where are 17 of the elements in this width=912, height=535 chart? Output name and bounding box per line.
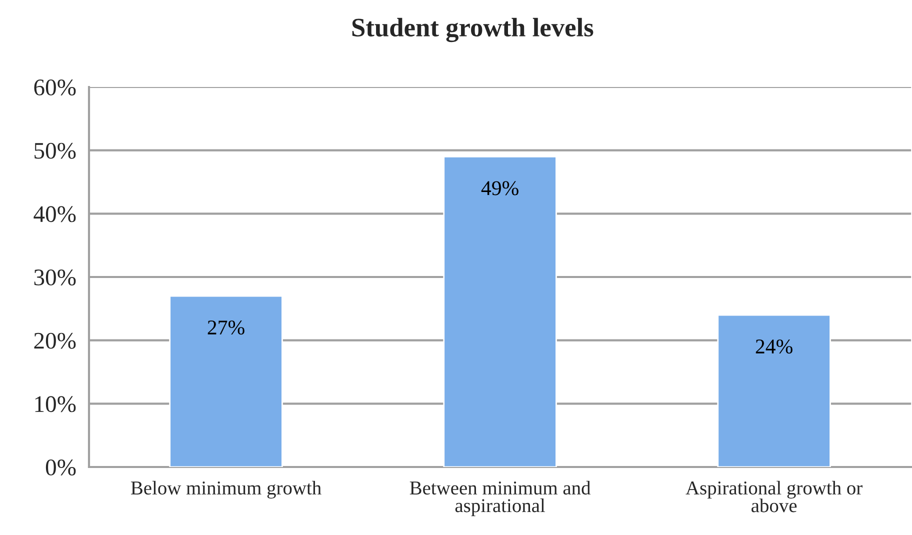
data-label: 49% bbox=[481, 181, 518, 196]
bar bbox=[717, 314, 831, 467]
x-tick-label: Between minimum and aspirational bbox=[410, 480, 591, 516]
data-label: 27% bbox=[208, 320, 244, 335]
y-tick-label: 30% bbox=[34, 269, 76, 286]
y-tick-label: 20% bbox=[34, 332, 76, 349]
x-tick-label: Below minimum growth bbox=[130, 480, 322, 499]
bar bbox=[169, 295, 283, 467]
x-tick-label: Aspirational growth or above bbox=[686, 480, 862, 512]
y-tick-label: 40% bbox=[34, 206, 76, 222]
bar bbox=[443, 156, 557, 467]
y-tick-label: 10% bbox=[35, 396, 76, 412]
y-tick-label: 0% bbox=[46, 459, 76, 476]
data-label: 24% bbox=[756, 339, 792, 354]
y-tick-label: 60% bbox=[34, 79, 76, 96]
y-tick-label: 50% bbox=[34, 142, 76, 159]
chart-title: Student growth levels bbox=[352, 18, 594, 42]
